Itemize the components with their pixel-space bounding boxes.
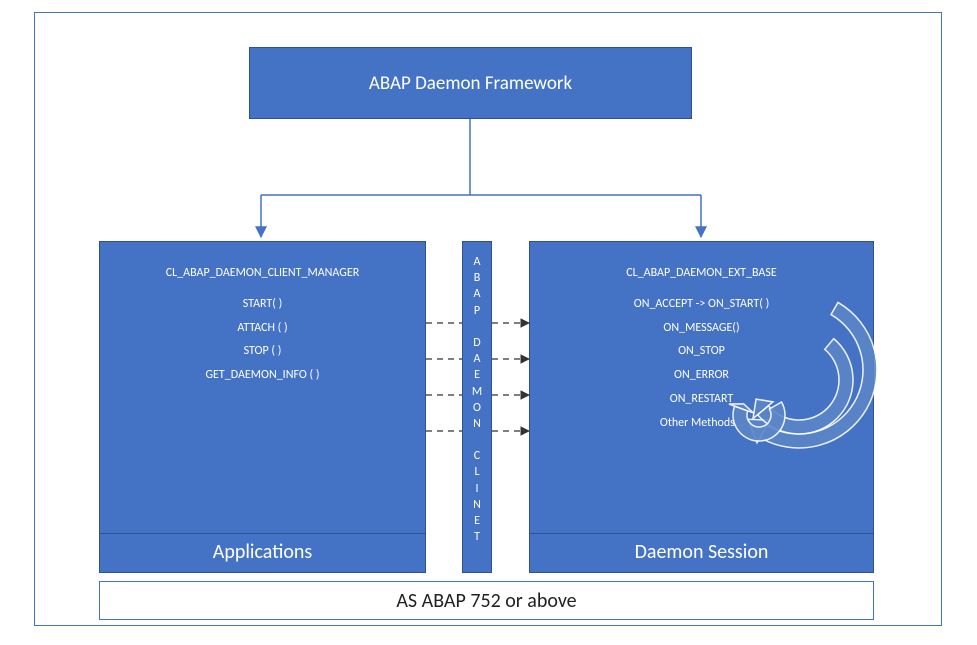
middle-column: ABAP DAEMON CLINET <box>462 241 492 573</box>
mid-col-letter: L <box>474 464 479 480</box>
mid-col-letter: N <box>473 416 481 432</box>
left-title: CL_ABAP_DAEMON_CLIENT_MANAGER <box>108 265 417 282</box>
mid-col-letter: O <box>473 400 481 416</box>
mid-col-letter: A <box>474 286 481 302</box>
mid-col-letter: A <box>474 254 481 270</box>
mid-col-letter <box>476 432 479 448</box>
applications-footer: Applications <box>100 533 425 572</box>
mid-col-letter: I <box>475 481 478 497</box>
daemon-session-panel: CL_ABAP_DAEMON_EXT_BASE ON_ACCEPT -> ON_… <box>529 241 874 573</box>
mid-col-letter: D <box>473 335 480 351</box>
right-item: ON_RESTART <box>538 391 865 408</box>
platform-text: AS ABAP 752 or above <box>396 589 576 613</box>
right-item: ON_MESSAGE() <box>538 320 865 337</box>
right-item: Other Methods… <box>538 415 865 432</box>
mid-col-letter: C <box>474 448 480 464</box>
mid-col-letter: N <box>473 497 481 513</box>
mid-col-letter: A <box>474 351 481 367</box>
platform-bar: AS ABAP 752 or above <box>99 581 874 620</box>
left-item: START( ) <box>108 296 417 313</box>
right-title: CL_ABAP_DAEMON_EXT_BASE <box>538 265 865 282</box>
mid-col-letter <box>476 319 479 335</box>
left-item: STOP ( ) <box>108 343 417 360</box>
mid-col-letter: M <box>472 384 482 400</box>
mid-col-letter: P <box>474 303 480 319</box>
title-box: ABAP Daemon Framework <box>249 47 692 119</box>
daemon-footer: Daemon Session <box>530 533 873 572</box>
daemon-body: CL_ABAP_DAEMON_EXT_BASE ON_ACCEPT -> ON_… <box>530 242 873 447</box>
applications-body: CL_ABAP_DAEMON_CLIENT_MANAGER START( ) A… <box>100 242 425 399</box>
right-item: ON_ERROR <box>538 367 865 384</box>
right-item: ON_ACCEPT -> ON_START( ) <box>538 296 865 313</box>
right-item: ON_STOP <box>538 343 865 360</box>
applications-panel: CL_ABAP_DAEMON_CLIENT_MANAGER START( ) A… <box>99 241 426 573</box>
left-item: GET_DAEMON_INFO ( ) <box>108 367 417 384</box>
mid-col-letter: E <box>474 367 480 383</box>
mid-col-letter: E <box>474 513 480 529</box>
mid-col-letter: T <box>474 529 480 545</box>
mid-col-letter: B <box>474 270 481 286</box>
left-item: ATTACH ( ) <box>108 320 417 337</box>
title-text: ABAP Daemon Framework <box>369 72 572 95</box>
